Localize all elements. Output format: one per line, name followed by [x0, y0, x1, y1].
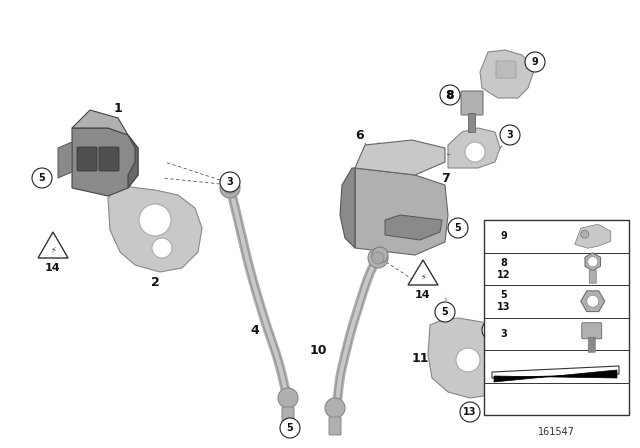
Polygon shape [480, 50, 535, 98]
Polygon shape [355, 140, 445, 175]
Circle shape [500, 125, 520, 145]
Text: 2: 2 [150, 276, 159, 289]
FancyBboxPatch shape [99, 147, 119, 171]
Text: 10: 10 [309, 344, 327, 357]
Circle shape [372, 247, 388, 263]
Text: 161547: 161547 [538, 427, 575, 437]
Text: 11: 11 [412, 352, 429, 365]
Text: 8: 8 [447, 90, 453, 100]
FancyBboxPatch shape [77, 147, 97, 171]
Circle shape [587, 295, 599, 307]
FancyBboxPatch shape [461, 91, 483, 115]
Polygon shape [428, 318, 505, 398]
Polygon shape [448, 128, 500, 168]
Circle shape [325, 398, 345, 418]
Circle shape [465, 142, 485, 162]
Polygon shape [494, 370, 617, 382]
Polygon shape [355, 168, 448, 255]
Text: 5: 5 [287, 423, 293, 433]
Circle shape [435, 302, 455, 322]
Circle shape [482, 320, 502, 340]
Text: 5: 5 [38, 173, 45, 183]
FancyBboxPatch shape [496, 61, 516, 78]
Text: 3: 3 [227, 177, 234, 187]
FancyBboxPatch shape [468, 113, 476, 133]
Text: 5
13: 5 13 [497, 290, 511, 312]
Text: 5: 5 [454, 223, 461, 233]
Polygon shape [408, 260, 438, 285]
Text: 4: 4 [251, 323, 259, 336]
Circle shape [588, 257, 598, 267]
Polygon shape [340, 168, 355, 248]
Circle shape [224, 182, 236, 194]
Circle shape [448, 218, 468, 238]
Text: 13: 13 [463, 407, 477, 417]
Polygon shape [580, 291, 605, 312]
Circle shape [372, 252, 384, 264]
FancyBboxPatch shape [582, 323, 602, 339]
Circle shape [280, 418, 300, 438]
Polygon shape [58, 142, 72, 178]
Circle shape [278, 388, 298, 408]
Circle shape [456, 348, 480, 372]
Text: 12: 12 [485, 325, 499, 335]
Polygon shape [72, 128, 138, 196]
Text: 5: 5 [442, 307, 449, 317]
Text: 9: 9 [532, 57, 538, 67]
Polygon shape [38, 232, 68, 258]
FancyBboxPatch shape [589, 270, 596, 283]
Polygon shape [128, 135, 138, 188]
Circle shape [440, 85, 460, 105]
Text: 8
12: 8 12 [497, 258, 511, 280]
Polygon shape [585, 253, 600, 271]
Circle shape [32, 168, 52, 188]
Text: 1: 1 [114, 102, 122, 115]
Polygon shape [108, 185, 202, 272]
Text: 6: 6 [356, 129, 364, 142]
Text: 14: 14 [45, 263, 61, 273]
Circle shape [152, 238, 172, 258]
Polygon shape [575, 224, 611, 248]
Circle shape [139, 204, 171, 236]
Text: 8: 8 [445, 89, 454, 102]
Text: 3: 3 [500, 329, 508, 339]
Circle shape [368, 248, 388, 268]
Polygon shape [72, 110, 128, 135]
Polygon shape [385, 215, 442, 240]
FancyBboxPatch shape [282, 407, 294, 427]
Text: ⚡: ⚡ [420, 272, 426, 281]
Circle shape [220, 172, 240, 192]
FancyBboxPatch shape [484, 220, 629, 415]
Text: 9: 9 [500, 231, 508, 241]
Text: ⚡: ⚡ [50, 246, 56, 254]
Text: 7: 7 [440, 172, 449, 185]
Text: 3: 3 [507, 130, 513, 140]
FancyBboxPatch shape [329, 417, 341, 435]
FancyBboxPatch shape [588, 337, 595, 352]
Circle shape [580, 230, 589, 238]
Text: 14: 14 [415, 290, 431, 300]
Circle shape [220, 178, 240, 198]
Circle shape [460, 402, 480, 422]
Circle shape [525, 52, 545, 72]
